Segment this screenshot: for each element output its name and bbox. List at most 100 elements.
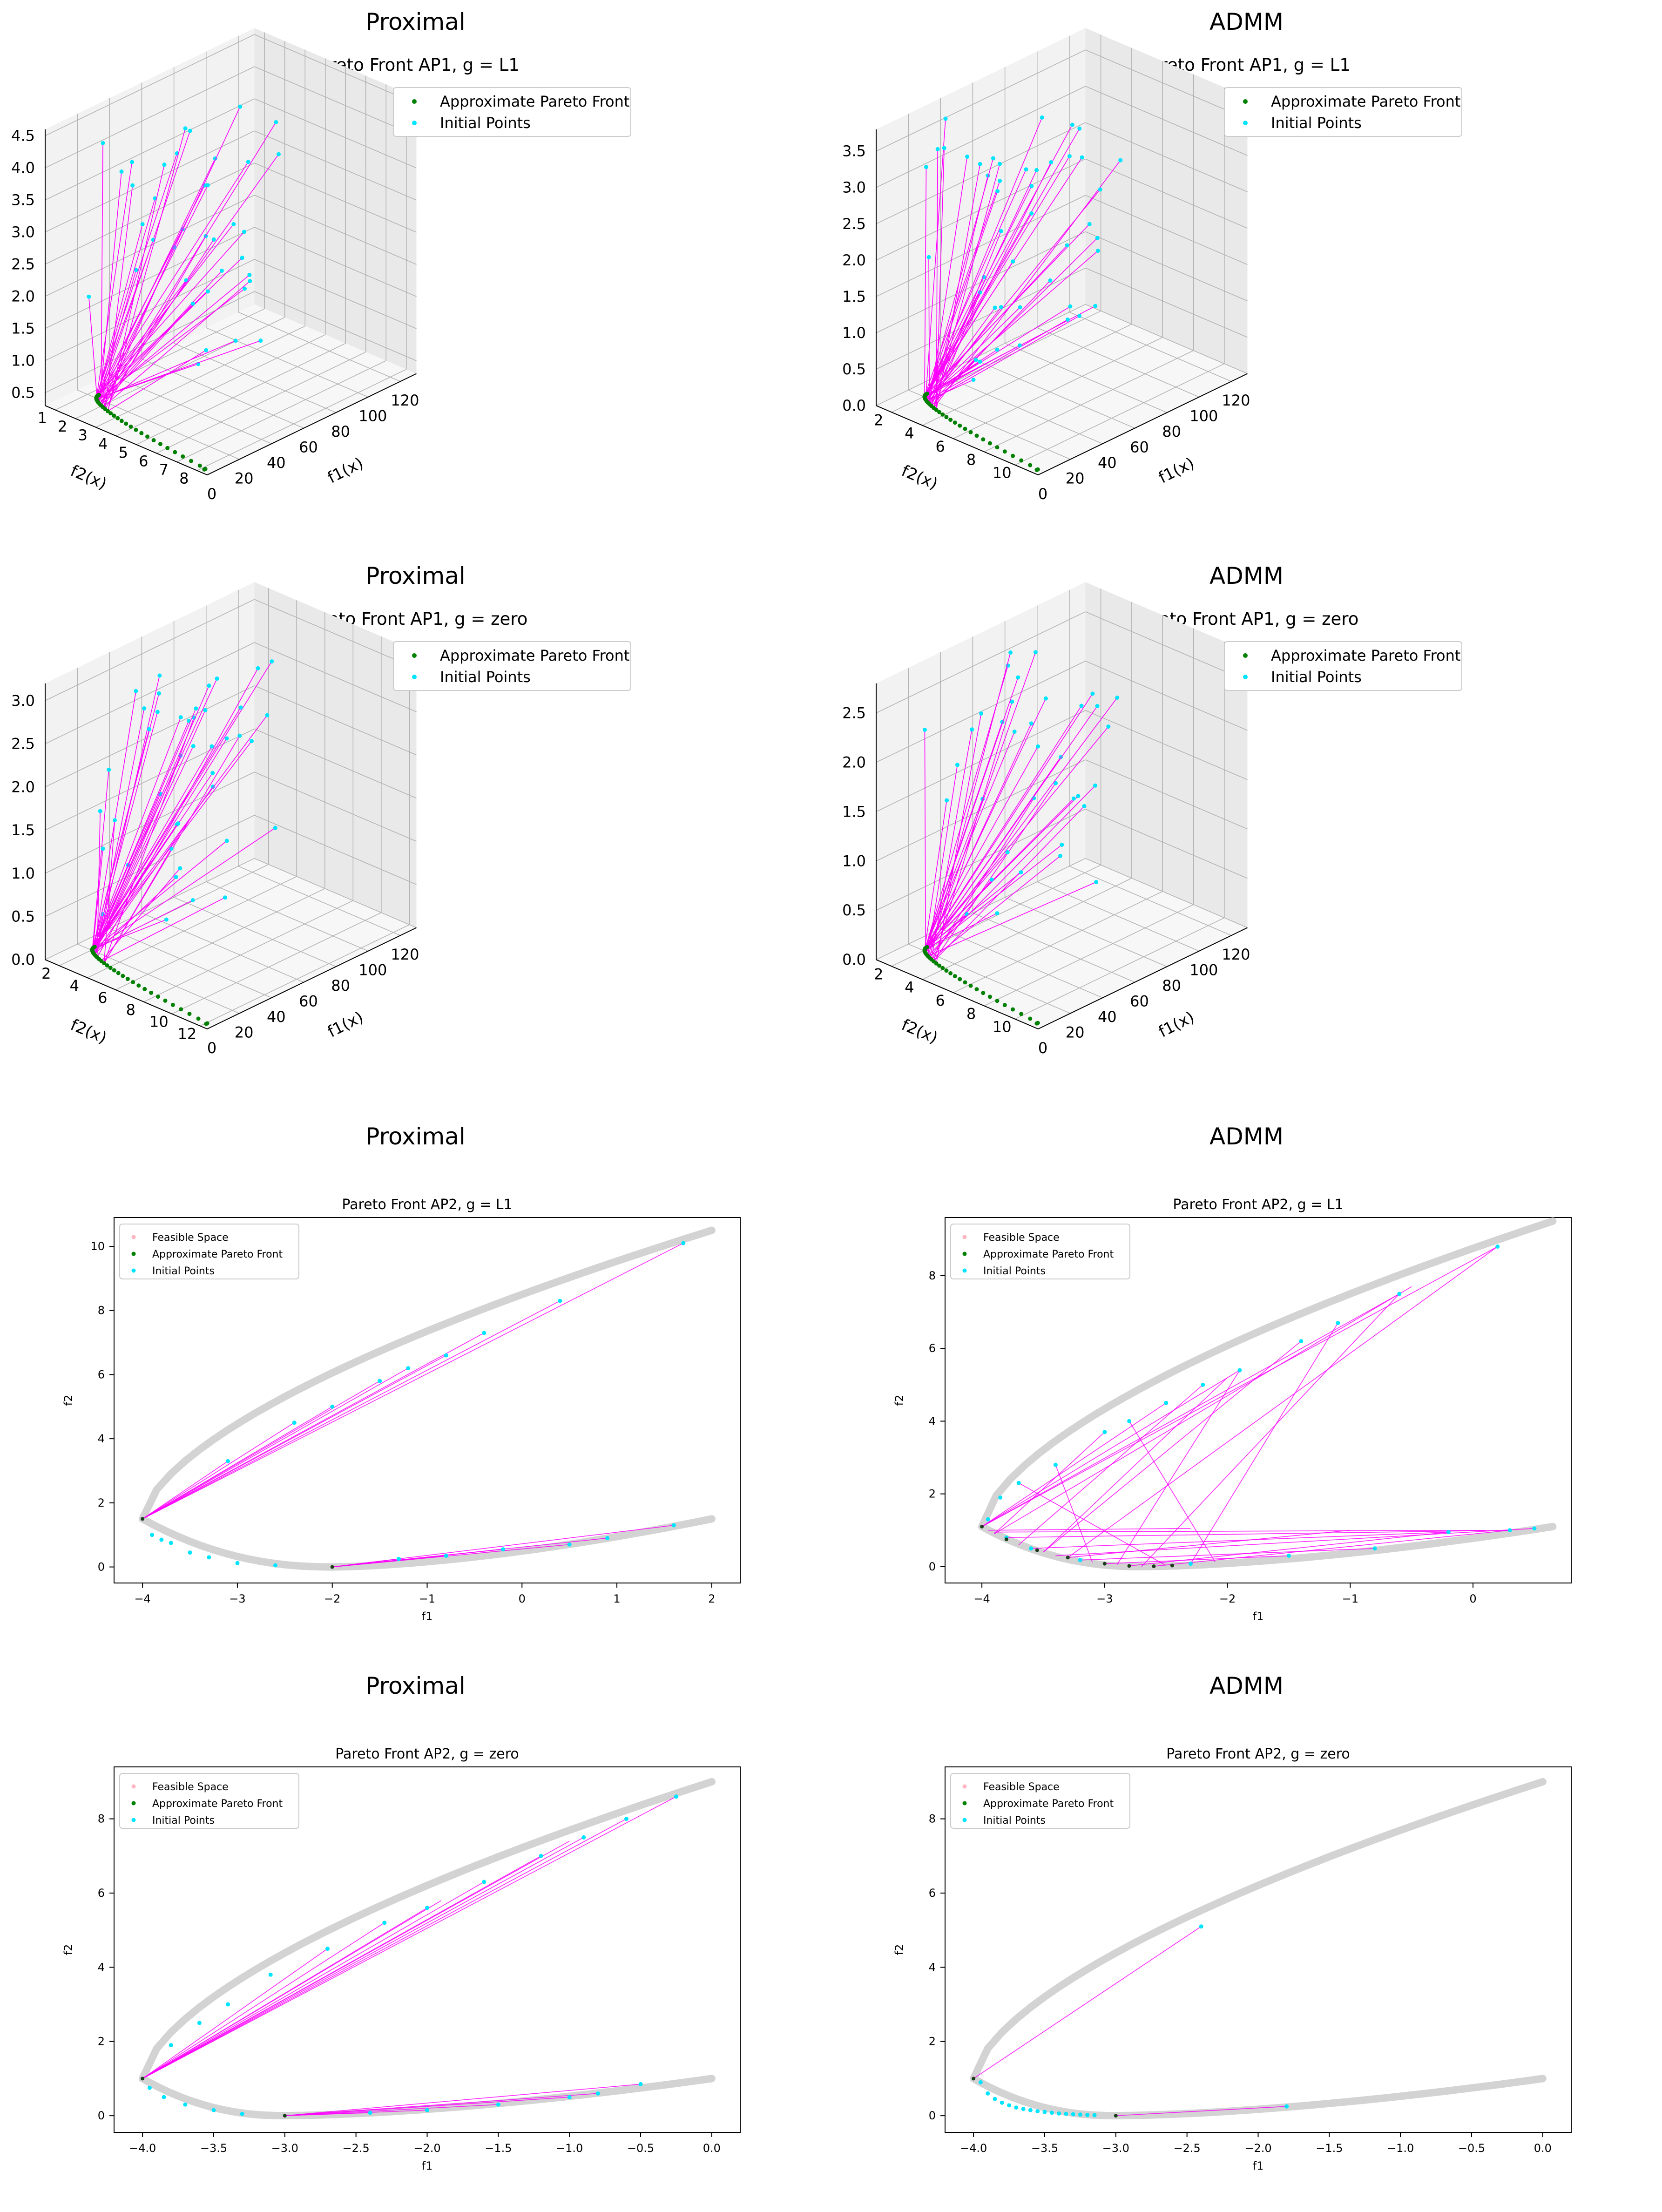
grid-line xyxy=(206,881,369,952)
initial-point xyxy=(1092,2113,1097,2117)
y-tick-label: 2 xyxy=(98,1496,105,1509)
pareto-point xyxy=(142,987,147,991)
z-axis-label: f3(x) xyxy=(0,790,1,825)
initial-point xyxy=(209,744,214,749)
initial-point xyxy=(207,1555,211,1560)
initial-point xyxy=(605,1536,610,1541)
grid-line xyxy=(1069,866,1232,936)
trajectory-line xyxy=(924,693,1093,949)
x-tick-label: −2.0 xyxy=(1244,2142,1271,2155)
panel-method-title: ADMM xyxy=(1209,1123,1284,1150)
initial-point xyxy=(1011,259,1015,264)
grid-line xyxy=(45,291,255,393)
trajectory-line xyxy=(142,1796,676,2079)
x-tick-label: −2.5 xyxy=(343,2142,370,2155)
initial-point xyxy=(1065,317,1070,322)
legend-marker xyxy=(1243,675,1248,679)
initial-point xyxy=(1093,783,1097,788)
trajectory-line xyxy=(929,156,968,405)
panel-2: ADMM Pareto Front AP1, g = L1 0 20 40 60 80 10… xyxy=(814,0,1662,554)
initial-point xyxy=(211,2108,216,2112)
pareto-point xyxy=(163,998,168,1003)
legend-marker xyxy=(131,1268,136,1273)
pareto-point xyxy=(128,424,133,429)
y-tick-label: 4 xyxy=(98,435,108,453)
initial-point xyxy=(169,846,174,851)
trajectory-line xyxy=(92,729,150,950)
x-tick-label: −1.5 xyxy=(485,2142,512,2155)
x-tick-label: 100 xyxy=(1189,961,1218,979)
initial-point xyxy=(101,141,105,145)
x-tick-label: 60 xyxy=(299,993,318,1010)
trajectory-line xyxy=(927,315,1080,403)
initial-point xyxy=(256,666,260,670)
legend-label: Initial Points xyxy=(983,1265,1046,1277)
y-tick-label: 10 xyxy=(90,1240,105,1253)
initial-point xyxy=(1053,781,1058,785)
grid-line xyxy=(45,66,255,169)
pareto-point xyxy=(1019,458,1024,463)
initial-point xyxy=(1012,730,1017,734)
initial-point xyxy=(1372,1546,1377,1551)
initial-point xyxy=(1082,804,1087,808)
trajectory-line xyxy=(1043,1340,1302,1553)
trajectory-line xyxy=(981,1402,1167,1527)
initial-point xyxy=(1035,2109,1040,2114)
x-tick-label: 100 xyxy=(1189,407,1218,425)
x-axis-label: f1(x) xyxy=(1155,454,1197,487)
trajectory-line xyxy=(924,169,1027,398)
grid-line xyxy=(109,374,272,444)
pareto-point xyxy=(112,968,116,973)
feasible-space-upper xyxy=(978,1217,1557,1530)
initial-point xyxy=(1118,158,1123,162)
y-tick-label: 12 xyxy=(178,1025,197,1043)
trajectory-line xyxy=(97,274,250,401)
x-tick-label: −3.0 xyxy=(271,2142,298,2155)
x-tick-label: 60 xyxy=(299,439,318,456)
initial-point xyxy=(1284,2104,1289,2109)
grid-line xyxy=(254,771,417,842)
initial-point xyxy=(210,771,215,775)
y-tick-label: 2 xyxy=(874,965,883,983)
pareto-point xyxy=(141,2077,145,2081)
panel-method-title: ADMM xyxy=(1209,8,1284,35)
feasible-space-lower xyxy=(139,1515,716,1571)
pareto-point xyxy=(330,1565,334,1569)
panel-method-title: Proximal xyxy=(365,562,466,589)
grid-line xyxy=(238,311,401,382)
y-tick-label: 2 xyxy=(929,1488,936,1501)
grid-line xyxy=(254,259,417,329)
initial-point xyxy=(207,683,211,688)
back-pane xyxy=(45,582,255,960)
trajectory-line xyxy=(96,162,249,398)
grid-line xyxy=(1014,917,1225,1020)
trajectory-line xyxy=(925,128,1080,395)
grid-line xyxy=(254,66,417,136)
pareto-point xyxy=(980,1524,984,1529)
y-tick-label: 6 xyxy=(936,992,945,1009)
trajectory-line xyxy=(924,277,985,396)
trajectory-line xyxy=(142,1243,684,1519)
y-axis-label: f2 xyxy=(62,1944,75,1955)
pareto-point xyxy=(940,412,945,417)
grid-line xyxy=(1014,363,1225,466)
legend-label: Approximate Pareto Front xyxy=(440,93,629,110)
initial-point xyxy=(224,736,229,741)
pareto-point xyxy=(963,980,967,985)
z-tick-label: 2.0 xyxy=(842,753,866,771)
grid-line xyxy=(984,350,1194,453)
feasible-space-upper xyxy=(970,1778,1547,2083)
x-tick-label: 120 xyxy=(391,946,419,963)
trajectory-line xyxy=(142,1461,228,1519)
legend-label: Initial Points xyxy=(1271,668,1362,686)
x-tick-label: −4 xyxy=(134,1592,150,1605)
initial-point xyxy=(986,1517,990,1522)
grid-line xyxy=(876,304,1086,406)
trajectory-line xyxy=(925,307,1020,400)
legend-box xyxy=(393,641,631,691)
pareto-point xyxy=(958,423,962,428)
trajectory-line xyxy=(142,1422,295,1519)
z-tick-label: 1.0 xyxy=(11,352,35,370)
grid-line xyxy=(940,374,1103,444)
initial-point xyxy=(482,1331,486,1335)
